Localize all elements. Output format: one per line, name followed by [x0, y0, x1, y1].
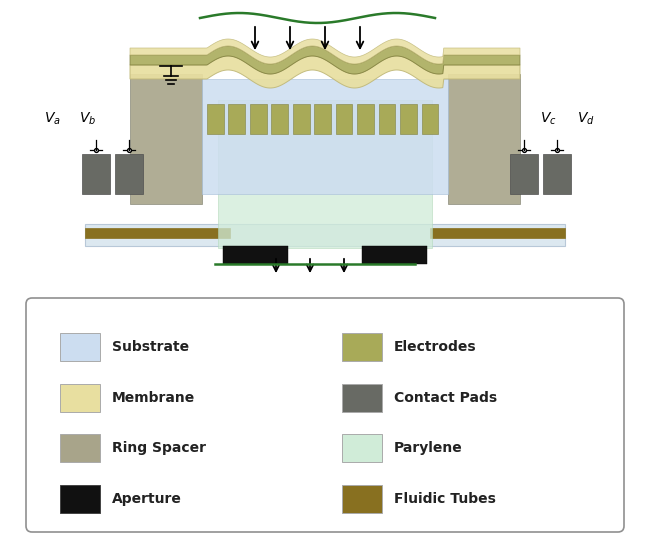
Bar	[130, 74, 202, 204]
Text: Electrodes: Electrodes	[394, 340, 476, 354]
Bar	[342, 384, 382, 412]
Text: $V_a$: $V_a$	[44, 111, 60, 127]
Bar	[271, 104, 288, 134]
Bar	[207, 104, 224, 134]
Bar	[115, 154, 143, 194]
Bar	[60, 384, 100, 412]
Text: $V_d$: $V_d$	[577, 111, 595, 127]
Polygon shape	[130, 39, 520, 64]
Bar	[362, 246, 427, 264]
Bar	[342, 333, 382, 361]
Text: Membrane: Membrane	[112, 391, 195, 405]
Bar	[342, 485, 382, 513]
Text: Contact Pads: Contact Pads	[394, 391, 497, 405]
Bar	[400, 104, 417, 134]
Bar	[422, 104, 438, 134]
Bar	[336, 104, 352, 134]
Bar	[314, 104, 331, 134]
Bar	[60, 434, 100, 462]
Bar	[250, 104, 266, 134]
Text: Ring Spacer: Ring Spacer	[112, 441, 206, 456]
Bar	[60, 485, 100, 513]
Bar	[342, 434, 382, 462]
Bar	[218, 100, 432, 248]
Bar	[85, 224, 565, 246]
Bar	[292, 104, 309, 134]
Bar	[223, 246, 288, 264]
Text: Parylene: Parylene	[394, 441, 463, 456]
Bar	[85, 228, 230, 238]
Text: $V_b$: $V_b$	[79, 111, 97, 127]
Bar	[430, 228, 565, 238]
Bar	[379, 104, 395, 134]
Bar	[202, 79, 448, 194]
FancyBboxPatch shape	[26, 298, 624, 532]
Bar	[82, 154, 110, 194]
Bar	[510, 154, 538, 194]
Polygon shape	[130, 46, 520, 74]
Text: Fluidic Tubes: Fluidic Tubes	[394, 492, 496, 506]
Polygon shape	[130, 56, 520, 88]
Text: Aperture: Aperture	[112, 492, 182, 506]
Bar	[60, 333, 100, 361]
Bar	[228, 104, 245, 134]
Bar	[358, 104, 374, 134]
Text: Substrate: Substrate	[112, 340, 189, 354]
Bar	[543, 154, 571, 194]
Text: $V_c$: $V_c$	[540, 111, 556, 127]
Bar	[448, 74, 520, 204]
